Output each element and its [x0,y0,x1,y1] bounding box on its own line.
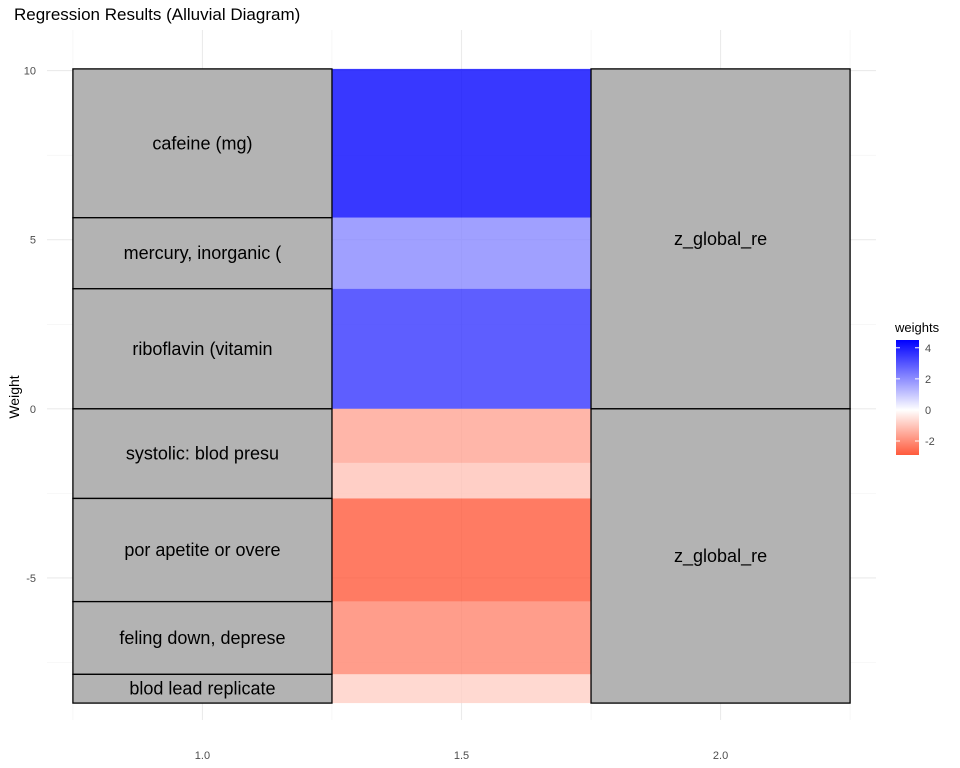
x-tick-label: 1.0 [195,750,210,762]
stratum-box [72,408,333,500]
y-axis-label: Weight [6,375,22,418]
color-legend: weights 4 2 0 -2 [894,320,940,455]
legend-tick-label: 0 [925,405,931,417]
flow-band [331,498,592,602]
legend-tick-label: -2 [925,436,935,448]
stratum-box [72,673,333,704]
y-tick-label: 5 [30,235,36,247]
flow-band [331,601,592,675]
legend-tick-label: 4 [925,343,931,355]
flow-band [331,674,592,704]
stratum-label: feling down, deprese [119,628,285,648]
x-tick-label: 2.0 [713,750,728,762]
flow-layer [331,68,592,704]
stratum-label: cafeine (mg) [152,133,252,153]
flow-band [331,408,592,463]
stratum-box [72,217,333,290]
stratum-label: mercury, inorganic ( [124,243,282,263]
stratum-label: z_global_re [674,546,767,567]
y-tick-label: -5 [26,573,36,585]
stratum-label: systolic: blod presu [126,444,279,464]
stratum-label: por apetite or overe [124,540,280,560]
flow-band [331,462,592,499]
y-tick-label: 0 [30,404,36,416]
stratum-box [72,288,333,410]
legend-title: weights [894,320,940,335]
legend-tick-label: 2 [925,374,931,386]
stratum-label: z_global_re [674,229,767,250]
x-tick-label: 1.5 [454,750,469,762]
flow-band [331,217,592,289]
stratum-box [72,68,333,219]
stratum-box [590,68,851,410]
chart-title: Regression Results (Alluvial Diagram) [14,5,300,24]
stratum-label-layer: cafeine (mg) mercury, inorganic ( riboflav… [119,133,767,698]
legend-colorbar [896,340,919,455]
flow-band [331,68,592,218]
flow-band [331,288,592,409]
stratum-label: blod lead replicate [129,679,275,699]
tick-layer: -5 0 5 10 1.0 1.5 2.0 [24,66,728,762]
stratum-layer [72,68,851,704]
stratum-box [590,408,851,704]
stratum-label: riboflavin (vitamin [132,339,272,359]
stratum-box [72,497,333,603]
y-tick-label: 10 [24,66,36,78]
